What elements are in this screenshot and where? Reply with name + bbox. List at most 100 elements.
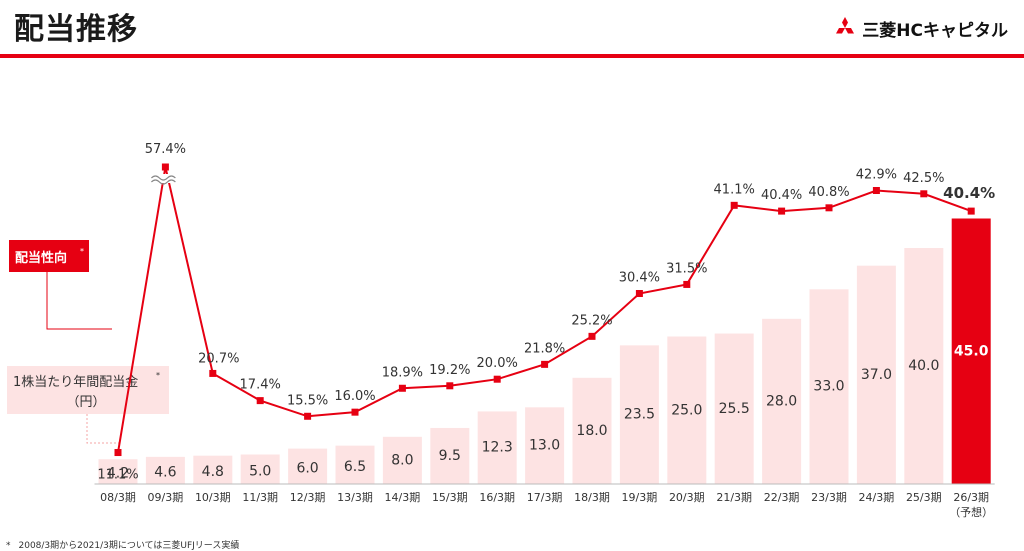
category-axis: 08/3期 09/3期 10/3期 11/3期 12/3期 13/3期 14/3期 15/3期…	[94, 483, 995, 519]
dividend-bar-label: 33.0	[813, 379, 844, 395]
payout-ratio-point	[398, 384, 406, 392]
payout-ratio-label: 25.2%	[571, 313, 612, 328]
category-label: 18/3期	[574, 491, 610, 504]
dividend-bar-label: 5.0	[249, 463, 271, 479]
category-label: 17/3期	[527, 491, 563, 504]
payout-ratio-label: 16.0%	[334, 389, 375, 404]
payout-ratio-label: 30.4%	[619, 271, 660, 286]
payout-ratio-point	[114, 449, 122, 457]
payout-ratio-label: 40.4%	[761, 188, 802, 203]
dividend-bar	[430, 427, 470, 484]
dividend-legend-connector	[86, 414, 120, 456]
dividend-bar	[288, 448, 328, 484]
dividend-legend-unit: （円）	[66, 395, 105, 410]
payout-ratio-point	[161, 163, 169, 171]
dividend-bar-label: 4.8	[202, 464, 224, 480]
dividend-legend-mark: *	[156, 371, 160, 380]
dividend-bar	[572, 377, 612, 484]
payout-ratio-point	[825, 204, 833, 212]
forecast-note: （予想）	[949, 505, 993, 519]
category-label: 15/3期	[432, 491, 468, 504]
category-label: 19/3期	[622, 491, 658, 504]
dividend-bar-label: 40.0	[908, 358, 939, 374]
dividend-bar	[951, 218, 991, 484]
payout-ratio-point	[351, 408, 359, 416]
dividend-bar-label: 18.0	[576, 423, 607, 439]
payout-ratio-label: 42.5%	[903, 171, 944, 186]
legends: 配当性向 * 1株当たり年間配当金 * （円）	[7, 240, 169, 456]
payout-ratio-label: 42.9%	[856, 168, 897, 183]
dividend-bar	[667, 336, 707, 484]
dividend-bar-label: 4.2	[107, 466, 129, 482]
payout-legend-mark: *	[80, 247, 84, 256]
category-label: 25/3期	[906, 491, 942, 504]
bar-series: 4.2 4.6 4.8 5.0 6.0 6.5 8.0 9.5 12.3 13.0 18.0 23.5…	[98, 218, 991, 484]
payout-ratio-point	[541, 360, 549, 368]
dividend-bar	[809, 289, 849, 484]
dividend-bar-label: 6.0	[296, 460, 318, 476]
dividend-bar	[856, 265, 896, 484]
dividend-bar	[98, 459, 138, 484]
dividend-bar-label: 4.6	[154, 464, 176, 480]
dividend-bar	[762, 318, 802, 484]
payout-ratio-point	[209, 369, 217, 377]
payout-ratio-label: 31.5%	[666, 261, 707, 276]
payout-ratio-label: 19.2%	[429, 363, 470, 378]
payout-ratio-point	[872, 187, 880, 195]
payout-ratio-label: 41.1%	[714, 182, 755, 197]
category-label: 21/3期	[716, 491, 752, 504]
payout-ratio-series: 11.1% 57.4% 20.7%17.4% 15.5% 16.0% 18.9% 19.2%…	[97, 142, 995, 483]
dividend-bar	[714, 333, 754, 484]
payout-ratio-point	[778, 207, 786, 215]
category-label: 22/3期	[764, 491, 800, 504]
dividend-bar	[335, 445, 375, 484]
category-label: 09/3期	[148, 491, 184, 504]
payout-ratio-label: 40.4%	[943, 184, 995, 202]
dividend-bar	[240, 454, 280, 484]
payout-ratio-point	[730, 201, 738, 209]
category-label: 11/3期	[242, 491, 278, 504]
category-label: 13/3期	[337, 491, 373, 504]
payout-ratio-label: 15.5%	[287, 393, 328, 408]
dividend-bar-label: 25.0	[671, 402, 702, 418]
dividend-bar-label: 37.0	[861, 367, 892, 383]
payout-ratio-point	[920, 190, 928, 198]
payout-legend-label: 配当性向	[15, 250, 67, 266]
payout-ratio-label: 17.4%	[240, 378, 281, 393]
category-label: 08/3期	[100, 491, 136, 504]
payout-ratio-point	[446, 382, 454, 390]
footnote-text: 2008/3期から2021/3期については三菱UFJリース実績	[18, 541, 240, 551]
payout-ratio-label: 18.9%	[382, 365, 423, 380]
footnote-mark: *	[6, 541, 11, 551]
payout-ratio-point	[967, 207, 975, 215]
category-label: 20/3期	[669, 491, 705, 504]
header-rule	[0, 54, 1024, 58]
payout-ratio-label: 21.8%	[524, 341, 565, 356]
payout-ratio-point	[493, 375, 501, 383]
category-label: 24/3期	[859, 491, 895, 504]
payout-ratio-label: 20.0%	[477, 356, 518, 371]
dividend-bar-label: 25.5	[719, 401, 750, 417]
payout-ratio-point	[304, 412, 312, 420]
dividend-bar	[619, 345, 659, 484]
payout-ratio-point	[635, 290, 643, 298]
company-logo: 三菱HCキャピタル	[833, 14, 1008, 42]
payout-ratio-point	[256, 397, 264, 405]
three-diamonds-icon	[836, 17, 855, 34]
dividend-legend-label: 1株当たり年間配当金	[13, 374, 138, 390]
page-title: 配当推移	[14, 12, 138, 47]
dividend-bar-label: 13.0	[529, 438, 560, 454]
payout-ratio-label: 40.8%	[808, 185, 849, 200]
category-label: 14/3期	[385, 491, 421, 504]
dividend-bar-label: 9.5	[439, 448, 461, 464]
dividend-bar	[145, 456, 185, 484]
dividend-bar-label: 12.3	[482, 440, 513, 456]
dividend-bar-label: 23.5	[624, 407, 655, 423]
category-label: 10/3期	[195, 491, 231, 504]
dividend-bar	[525, 407, 565, 484]
category-label: 26/3期	[953, 491, 989, 504]
category-label: 12/3期	[290, 491, 326, 504]
payout-ratio-point	[588, 332, 596, 340]
dividend-bar-label: 6.5	[344, 459, 366, 475]
